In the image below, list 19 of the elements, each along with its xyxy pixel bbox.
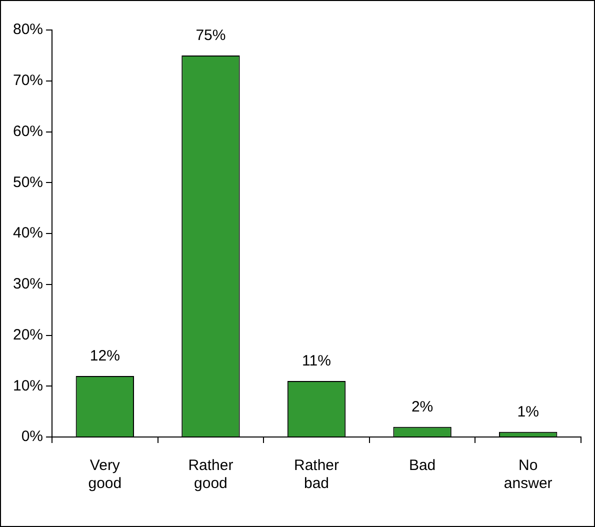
data-label: 11%	[302, 352, 331, 370]
x-tick-label: No answer	[504, 457, 552, 492]
y-tick-label: 0%	[21, 428, 44, 446]
y-tick-label: 10%	[12, 377, 44, 394]
y-tick-label: 50%	[12, 174, 44, 191]
x-tick-label: Rather bad	[294, 457, 340, 492]
data-label: 2%	[411, 398, 434, 416]
y-tick-label: 80%	[12, 21, 44, 38]
data-label: 12%	[90, 348, 120, 365]
x-tick-label: Bad	[408, 457, 436, 474]
data-label: 1%	[517, 404, 539, 421]
x-tick-label: Rather good	[188, 457, 234, 492]
x-tick-label: Very good	[88, 457, 122, 492]
y-tick-label: 70%	[12, 72, 44, 90]
y-tick-label: 30%	[12, 276, 44, 293]
y-tick-label: 20%	[12, 326, 44, 344]
y-tick-label: 40%	[12, 224, 44, 242]
data-label: 75%	[196, 27, 226, 44]
y-tick-label: 60%	[12, 122, 44, 140]
